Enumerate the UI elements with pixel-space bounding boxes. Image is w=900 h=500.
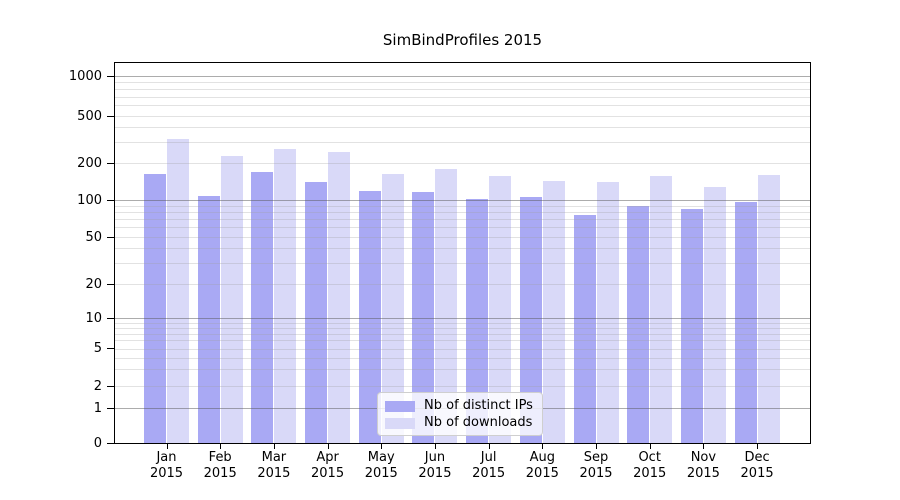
x-tick-label-jul: Jul 2015 [472,450,506,481]
y-tick-label-100: 100 [77,192,102,208]
y-tick-label-500: 500 [77,108,102,124]
bar-aug-distinct-ips [519,197,542,443]
legend-label-distinct-ips: Nb of distinct IPs [424,398,533,413]
bar-jul-downloads [489,175,512,443]
legend-swatch-downloads [385,417,415,429]
y-tick-label-0: 0 [93,435,102,451]
y-tick-0 [107,442,114,444]
bar-aug-downloads [542,180,565,443]
y-tick-label-20: 20 [85,276,102,292]
legend-swatch-distinct-ips [385,400,415,412]
legend-entry-distinct-ips: Nb of distinct IPs [385,398,534,414]
bar-feb-downloads [220,156,243,443]
x-tick-mar [273,444,275,449]
chart-title: SimBindProfiles 2015 [382,31,543,49]
y-tick-label-50: 50 [85,229,102,245]
x-tick-nov [703,444,705,449]
x-tick-oct [649,444,651,449]
x-tick-jun [434,444,436,449]
bar-sep-distinct-ips [573,215,596,443]
x-tick-label-dec: Dec 2015 [740,450,774,481]
x-tick-sep [596,444,598,449]
x-tick-label-feb: Feb 2015 [203,450,237,481]
bar-jan-downloads [167,139,189,443]
y-tick-500 [107,115,114,117]
x-tick-label-apr: Apr 2015 [311,450,345,481]
x-tick-label-jun: Jun 2015 [418,450,452,481]
y-tick-50 [107,236,114,238]
y-tick-5 [107,348,114,349]
bar-jul-distinct-ips [466,198,489,443]
bar-jan-distinct-ips [144,174,166,443]
y-tick-1 [107,407,114,409]
y-tick-label-2: 2 [93,378,102,394]
x-tick-label-mar: Mar 2015 [257,450,291,481]
y-tick-100 [107,199,114,201]
bar-may-downloads [381,173,404,443]
x-tick-aug [542,444,544,449]
bar-dec-downloads [757,174,780,443]
bar-feb-distinct-ips [197,195,220,443]
legend-label-downloads: Nb of downloads [424,415,533,430]
y-tick-label-1: 1 [93,400,102,416]
legend-entry-downloads: Nb of downloads [385,415,534,431]
bar-apr-downloads [328,151,351,443]
x-tick-label-oct: Oct 2015 [633,450,667,481]
bar-oct-distinct-ips [627,206,650,443]
y-tick-200 [107,162,114,164]
x-tick-label-may: May 2015 [364,450,398,481]
bar-dec-distinct-ips [734,201,757,443]
x-tick-label-jan: Jan 2015 [149,450,184,481]
y-tick-10 [107,317,114,319]
bar-nov-downloads [703,186,726,443]
bar-nov-distinct-ips [680,209,703,443]
bar-oct-downloads [650,175,673,443]
bar-layer [115,63,810,443]
bar-apr-distinct-ips [305,181,328,443]
x-tick-feb [220,444,222,449]
bar-mar-distinct-ips [251,171,274,443]
y-tick-label-10: 10 [85,310,102,326]
y-tick-label-5: 5 [93,341,102,356]
bar-jun-distinct-ips [412,191,435,443]
x-tick-may [381,444,383,449]
x-tick-jul [488,444,490,449]
y-tick-label-200: 200 [77,155,102,171]
y-tick-20 [107,283,114,285]
x-tick-apr [327,444,329,449]
bar-sep-downloads [596,182,619,443]
y-tick-2 [107,385,114,387]
x-tick-dec [757,444,759,449]
x-tick-label-nov: Nov 2015 [686,450,720,481]
bar-mar-downloads [274,148,297,443]
x-tick-label-aug: Aug 2015 [525,450,559,481]
y-tick-1000 [107,75,114,77]
x-tick-jan [166,444,168,449]
legend: Nb of distinct IPs Nb of downloads [377,392,543,436]
x-tick-label-sep: Sep 2015 [579,450,613,481]
bar-may-distinct-ips [358,190,381,443]
y-tick-label-1000: 1000 [68,68,102,84]
bar-jun-downloads [435,168,458,443]
